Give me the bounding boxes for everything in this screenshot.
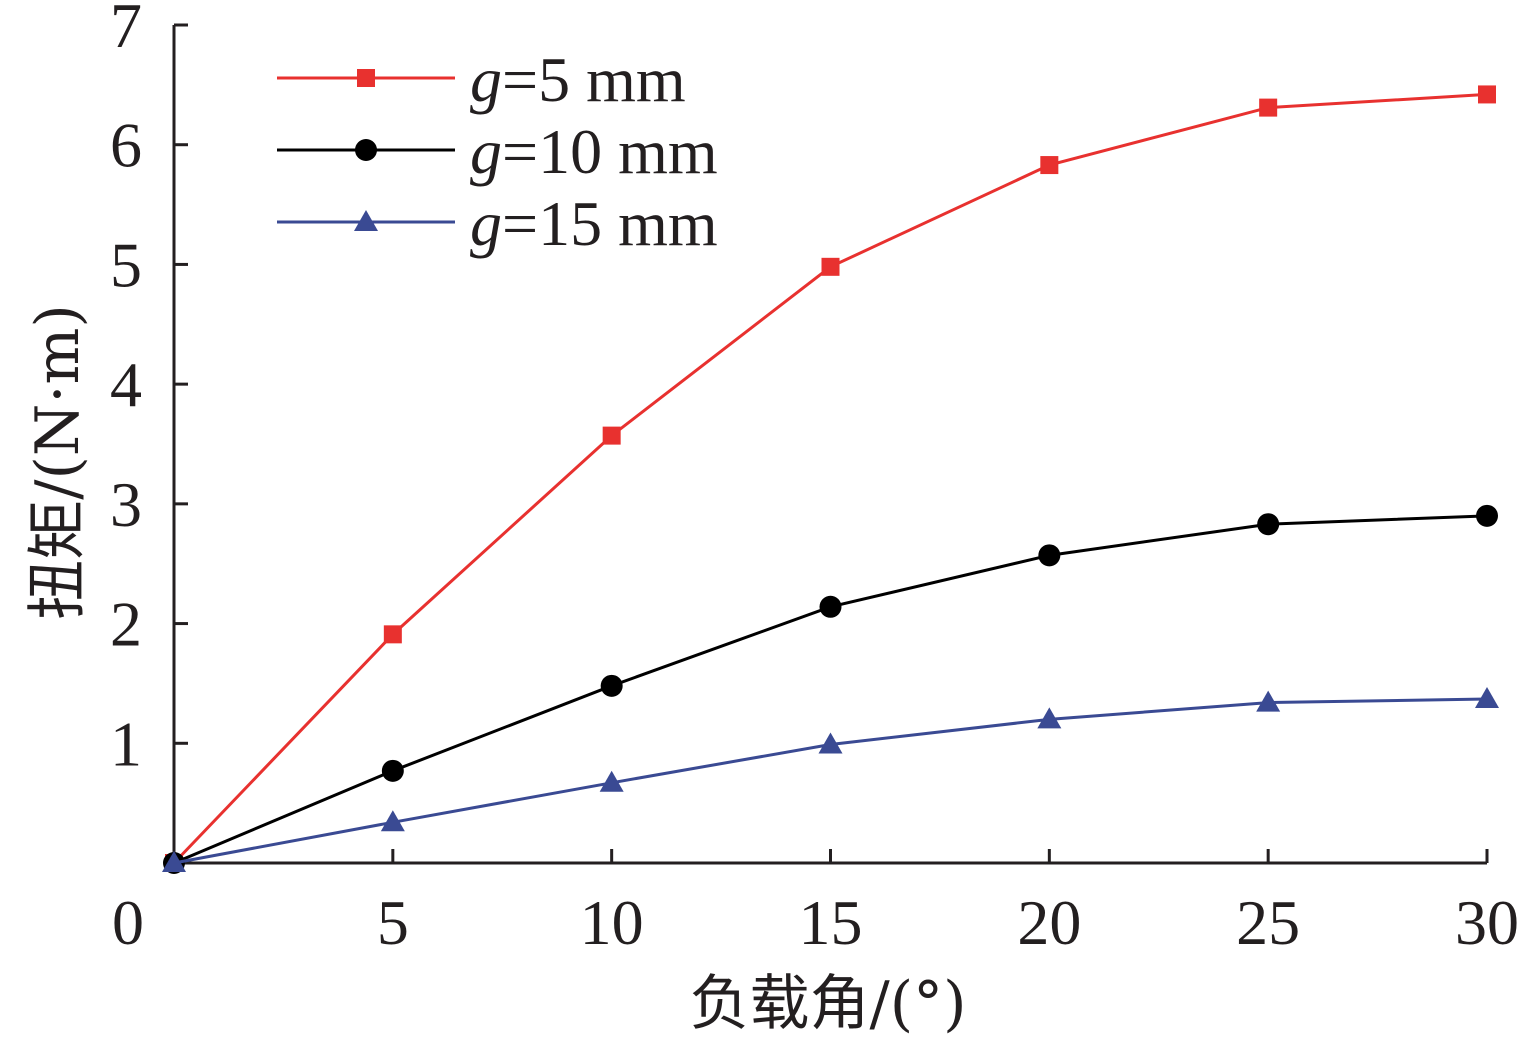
- data-point: [819, 595, 842, 618]
- legend-entry: g=15 mm: [277, 188, 718, 259]
- x-tick-label: 25: [1236, 887, 1300, 958]
- y-tick-label: 2: [110, 589, 142, 660]
- y-tick-label: 1: [110, 708, 142, 779]
- legend-label: g=5 mm: [470, 44, 686, 115]
- x-tick-label: 10: [580, 887, 644, 958]
- y-tick-label: 4: [110, 349, 142, 420]
- data-point: [818, 732, 843, 754]
- legend-value: =15 mm: [502, 188, 718, 259]
- y-tick-label: 6: [110, 110, 142, 181]
- legend-label: g=15 mm: [470, 188, 718, 259]
- series-line: [173, 514, 1488, 865]
- series-layer: [162, 85, 1499, 874]
- tick-labels: 1 2 3 4 5 6 7 0 5 10 15 20 25 30: [110, 0, 1517, 958]
- y-axis-title: 扭矩/(N·m): [23, 304, 93, 620]
- data-point: [1037, 707, 1062, 729]
- legend-variable: g: [470, 44, 502, 115]
- legend-value: =5 mm: [502, 44, 686, 115]
- data-point: [1478, 85, 1496, 104]
- data-point: [1475, 686, 1499, 708]
- data-point: [602, 426, 621, 445]
- x-tick-label: 20: [1017, 887, 1081, 958]
- series-1: [165, 85, 1496, 872]
- data-point: [1259, 98, 1278, 117]
- axes: [172, 23, 1489, 865]
- y-tick-label: 3: [110, 469, 142, 540]
- data-point: [1040, 156, 1059, 175]
- data-point: [1038, 544, 1061, 567]
- legend-marker: [354, 210, 378, 231]
- legend: g=5 mmg=10 mmg=15 mm: [277, 44, 718, 259]
- x-axis-title: 负载角/(°): [689, 969, 966, 1039]
- x-tick-label: 0: [112, 887, 144, 958]
- y-tick-label: 5: [110, 229, 142, 300]
- data-point: [599, 770, 624, 792]
- legend-variable: g: [470, 116, 502, 187]
- data-point: [381, 759, 404, 782]
- legend-entry: g=10 mm: [277, 116, 718, 187]
- data-point: [1476, 504, 1498, 527]
- data-point: [1256, 690, 1281, 712]
- data-point: [600, 674, 623, 697]
- legend-marker: [357, 69, 375, 87]
- x-tick-label: 30: [1455, 887, 1517, 958]
- data-point: [380, 810, 405, 832]
- x-tick-label: 15: [799, 887, 863, 958]
- legend-marker: [355, 139, 377, 161]
- legend-value: =10 mm: [502, 116, 718, 187]
- legend-entry: g=5 mm: [277, 44, 686, 115]
- series-3: [162, 686, 1499, 872]
- legend-variable: g: [470, 188, 502, 259]
- data-point: [1257, 513, 1280, 536]
- y-tick-label: 7: [110, 0, 142, 61]
- legend-label: g=10 mm: [470, 116, 718, 187]
- x-tick-label: 5: [377, 887, 409, 958]
- data-point: [162, 851, 186, 872]
- data-point: [383, 625, 402, 644]
- data-point: [821, 257, 840, 276]
- series-2: [163, 504, 1498, 874]
